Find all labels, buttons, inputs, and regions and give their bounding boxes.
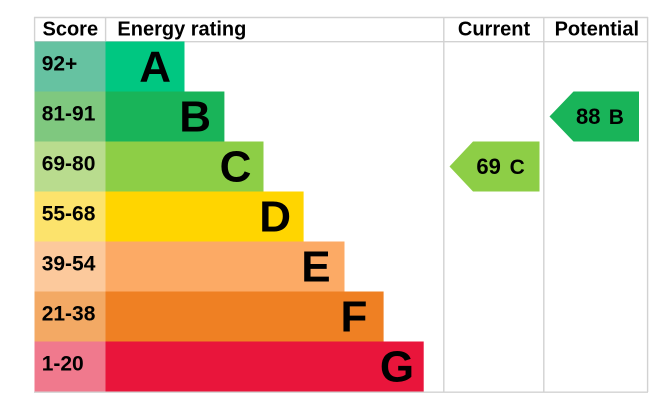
svg-text:1-20: 1-20 bbox=[42, 353, 84, 376]
svg-text:81-91: 81-91 bbox=[42, 103, 96, 126]
svg-text:39-54: 39-54 bbox=[42, 253, 96, 276]
svg-text:92+: 92+ bbox=[42, 53, 78, 76]
svg-text:B: B bbox=[609, 106, 624, 129]
svg-text:A: A bbox=[139, 43, 171, 92]
svg-text:69: 69 bbox=[476, 154, 500, 179]
svg-text:55-68: 55-68 bbox=[42, 203, 96, 226]
svg-text:D: D bbox=[259, 193, 291, 242]
svg-text:F: F bbox=[340, 293, 367, 342]
svg-text:Score: Score bbox=[43, 18, 99, 40]
svg-text:Potential: Potential bbox=[555, 18, 639, 40]
svg-text:88: 88 bbox=[576, 104, 600, 129]
svg-text:69-80: 69-80 bbox=[42, 153, 96, 176]
svg-text:E: E bbox=[301, 243, 330, 292]
svg-text:21-38: 21-38 bbox=[42, 303, 96, 326]
svg-text:Energy rating: Energy rating bbox=[117, 18, 246, 40]
svg-text:C: C bbox=[220, 143, 252, 192]
svg-text:C: C bbox=[510, 156, 525, 179]
svg-text:G: G bbox=[380, 343, 414, 392]
svg-text:B: B bbox=[179, 93, 211, 142]
svg-text:Current: Current bbox=[458, 18, 531, 40]
